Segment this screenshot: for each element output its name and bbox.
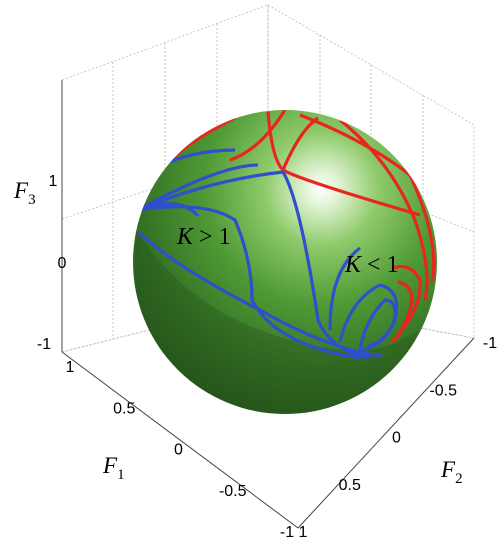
blue-curve [136,230,383,358]
red-curve [339,118,429,301]
red-curve [229,110,287,162]
z-axis-tick-label: 1 [49,173,58,190]
y-axis-tick-label: 0.5 [339,477,361,494]
blue-curve [137,205,361,360]
y-axis-title: F2 [440,457,463,487]
y-axis-tick-label: 0 [392,430,401,447]
y-axis-tick-label: -0.5 [429,382,457,399]
x-axis-title: F1 [102,453,125,483]
red-curve [390,264,422,344]
annotation-k-greater: K > 1 [176,224,231,250]
blue-curve [137,170,371,360]
y-axis-ticks: 1 0.5 0 -0.5 -1 [299,335,498,541]
y-axis-tick-label: -1 [483,335,497,352]
blue-curve [328,246,361,331]
trajectory-curves [136,110,436,360]
z-axis-tick-label: 0 [58,255,67,272]
annotation-k-less: K < 1 [344,252,399,278]
y-axis-tick-label: 1 [299,524,308,541]
blue-curve [137,202,200,218]
x-axis-tick-label: 1 [66,359,75,376]
red-curve [266,111,421,217]
axis-box [61,80,475,529]
blue-curve [137,163,259,212]
x-axis-tick-label: 0 [174,442,183,459]
x-axis-tick-label: -1 [280,524,294,541]
blue-curve [358,298,397,351]
x-axis-tick-label: 0.5 [113,400,135,417]
z-axis-title: F3 [13,178,36,208]
z-axis-tick-label: -1 [37,336,51,353]
z-axis-ticks: 1 0 -1 [37,173,67,353]
x-axis-ticks: 1 0.5 0 -0.5 -1 [66,359,295,541]
sphere-shadow [135,228,420,414]
x-axis-tick-label: -0.5 [219,483,247,500]
